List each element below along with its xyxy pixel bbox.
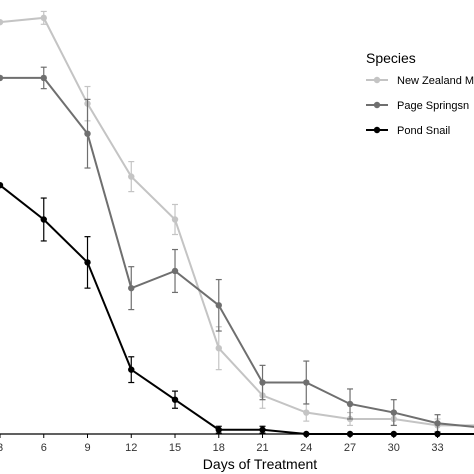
data-point <box>346 400 354 408</box>
series-group <box>0 181 474 438</box>
legend-label: Page Springsn <box>397 100 469 112</box>
data-point <box>171 267 179 275</box>
data-point <box>40 216 47 223</box>
legend-items: New Zealand M Page Springsn Pond Snail <box>366 75 474 137</box>
x-ticks: 3 6 9 12 15 18 21 24 27 30 33 <box>0 434 444 454</box>
data-point <box>0 74 4 82</box>
data-point <box>303 379 310 386</box>
x-tick-label: 3 <box>0 442 3 454</box>
data-point <box>84 259 91 266</box>
series-group <box>0 66 474 433</box>
data-point <box>303 430 310 438</box>
data-point <box>128 284 135 292</box>
x-tick-label: 15 <box>169 442 181 454</box>
legend-title: Species <box>366 50 416 66</box>
x-tick-label: 6 <box>41 442 47 454</box>
x-tick-label: 24 <box>300 442 312 454</box>
data-point <box>303 409 310 416</box>
x-axis-title: Days of Treatment <box>203 456 317 472</box>
x-tick-label: 30 <box>388 442 400 454</box>
data-point <box>128 173 135 180</box>
x-tick-label: 9 <box>84 442 90 454</box>
legend-label: New Zealand M <box>397 75 474 87</box>
data-point <box>171 216 179 223</box>
data-point <box>0 18 4 26</box>
data-point <box>128 366 135 373</box>
series-line <box>0 184 474 435</box>
data-point <box>390 430 397 438</box>
plot-area <box>0 10 474 438</box>
data-point <box>215 426 222 433</box>
x-tick-label: 18 <box>213 442 225 454</box>
data-point <box>84 130 91 137</box>
data-point <box>40 74 47 82</box>
data-point <box>434 430 441 438</box>
data-point <box>215 345 222 352</box>
series-line <box>0 16 474 427</box>
data-point <box>434 420 441 427</box>
data-point <box>390 409 397 416</box>
data-point <box>0 181 4 189</box>
data-point <box>346 430 354 438</box>
x-tick-label: 21 <box>256 442 268 454</box>
legend: Species New Zealand M Page Springsn Pond S… <box>366 50 474 137</box>
legend-label: Pond Snail <box>397 125 450 137</box>
x-tick-label: 12 <box>125 442 137 454</box>
data-point <box>259 426 266 433</box>
data-point <box>215 302 222 309</box>
legend-key-point <box>373 101 381 109</box>
x-tick-label: 33 <box>431 442 443 454</box>
data-point <box>171 396 179 403</box>
legend-key-point <box>373 126 381 134</box>
legend-key-point <box>373 76 381 84</box>
data-point <box>259 379 266 386</box>
series-line <box>0 76 474 428</box>
data-point <box>40 14 47 22</box>
x-tick-label: 27 <box>344 442 356 454</box>
